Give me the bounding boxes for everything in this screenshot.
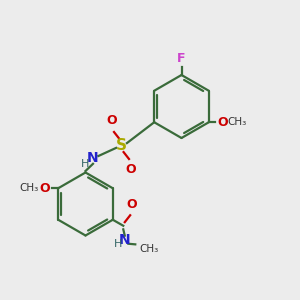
Text: H: H bbox=[114, 239, 122, 249]
Text: O: O bbox=[106, 115, 117, 128]
Text: O: O bbox=[217, 116, 227, 129]
Text: F: F bbox=[177, 52, 186, 64]
Text: O: O bbox=[126, 198, 137, 211]
Text: N: N bbox=[87, 152, 99, 165]
Text: H: H bbox=[81, 159, 90, 169]
Text: CH₃: CH₃ bbox=[140, 244, 159, 254]
Text: CH₃: CH₃ bbox=[227, 117, 247, 127]
Text: N: N bbox=[119, 233, 130, 247]
Text: O: O bbox=[40, 182, 50, 195]
Text: O: O bbox=[126, 164, 136, 176]
Text: S: S bbox=[116, 138, 127, 153]
Text: CH₃: CH₃ bbox=[20, 183, 39, 193]
